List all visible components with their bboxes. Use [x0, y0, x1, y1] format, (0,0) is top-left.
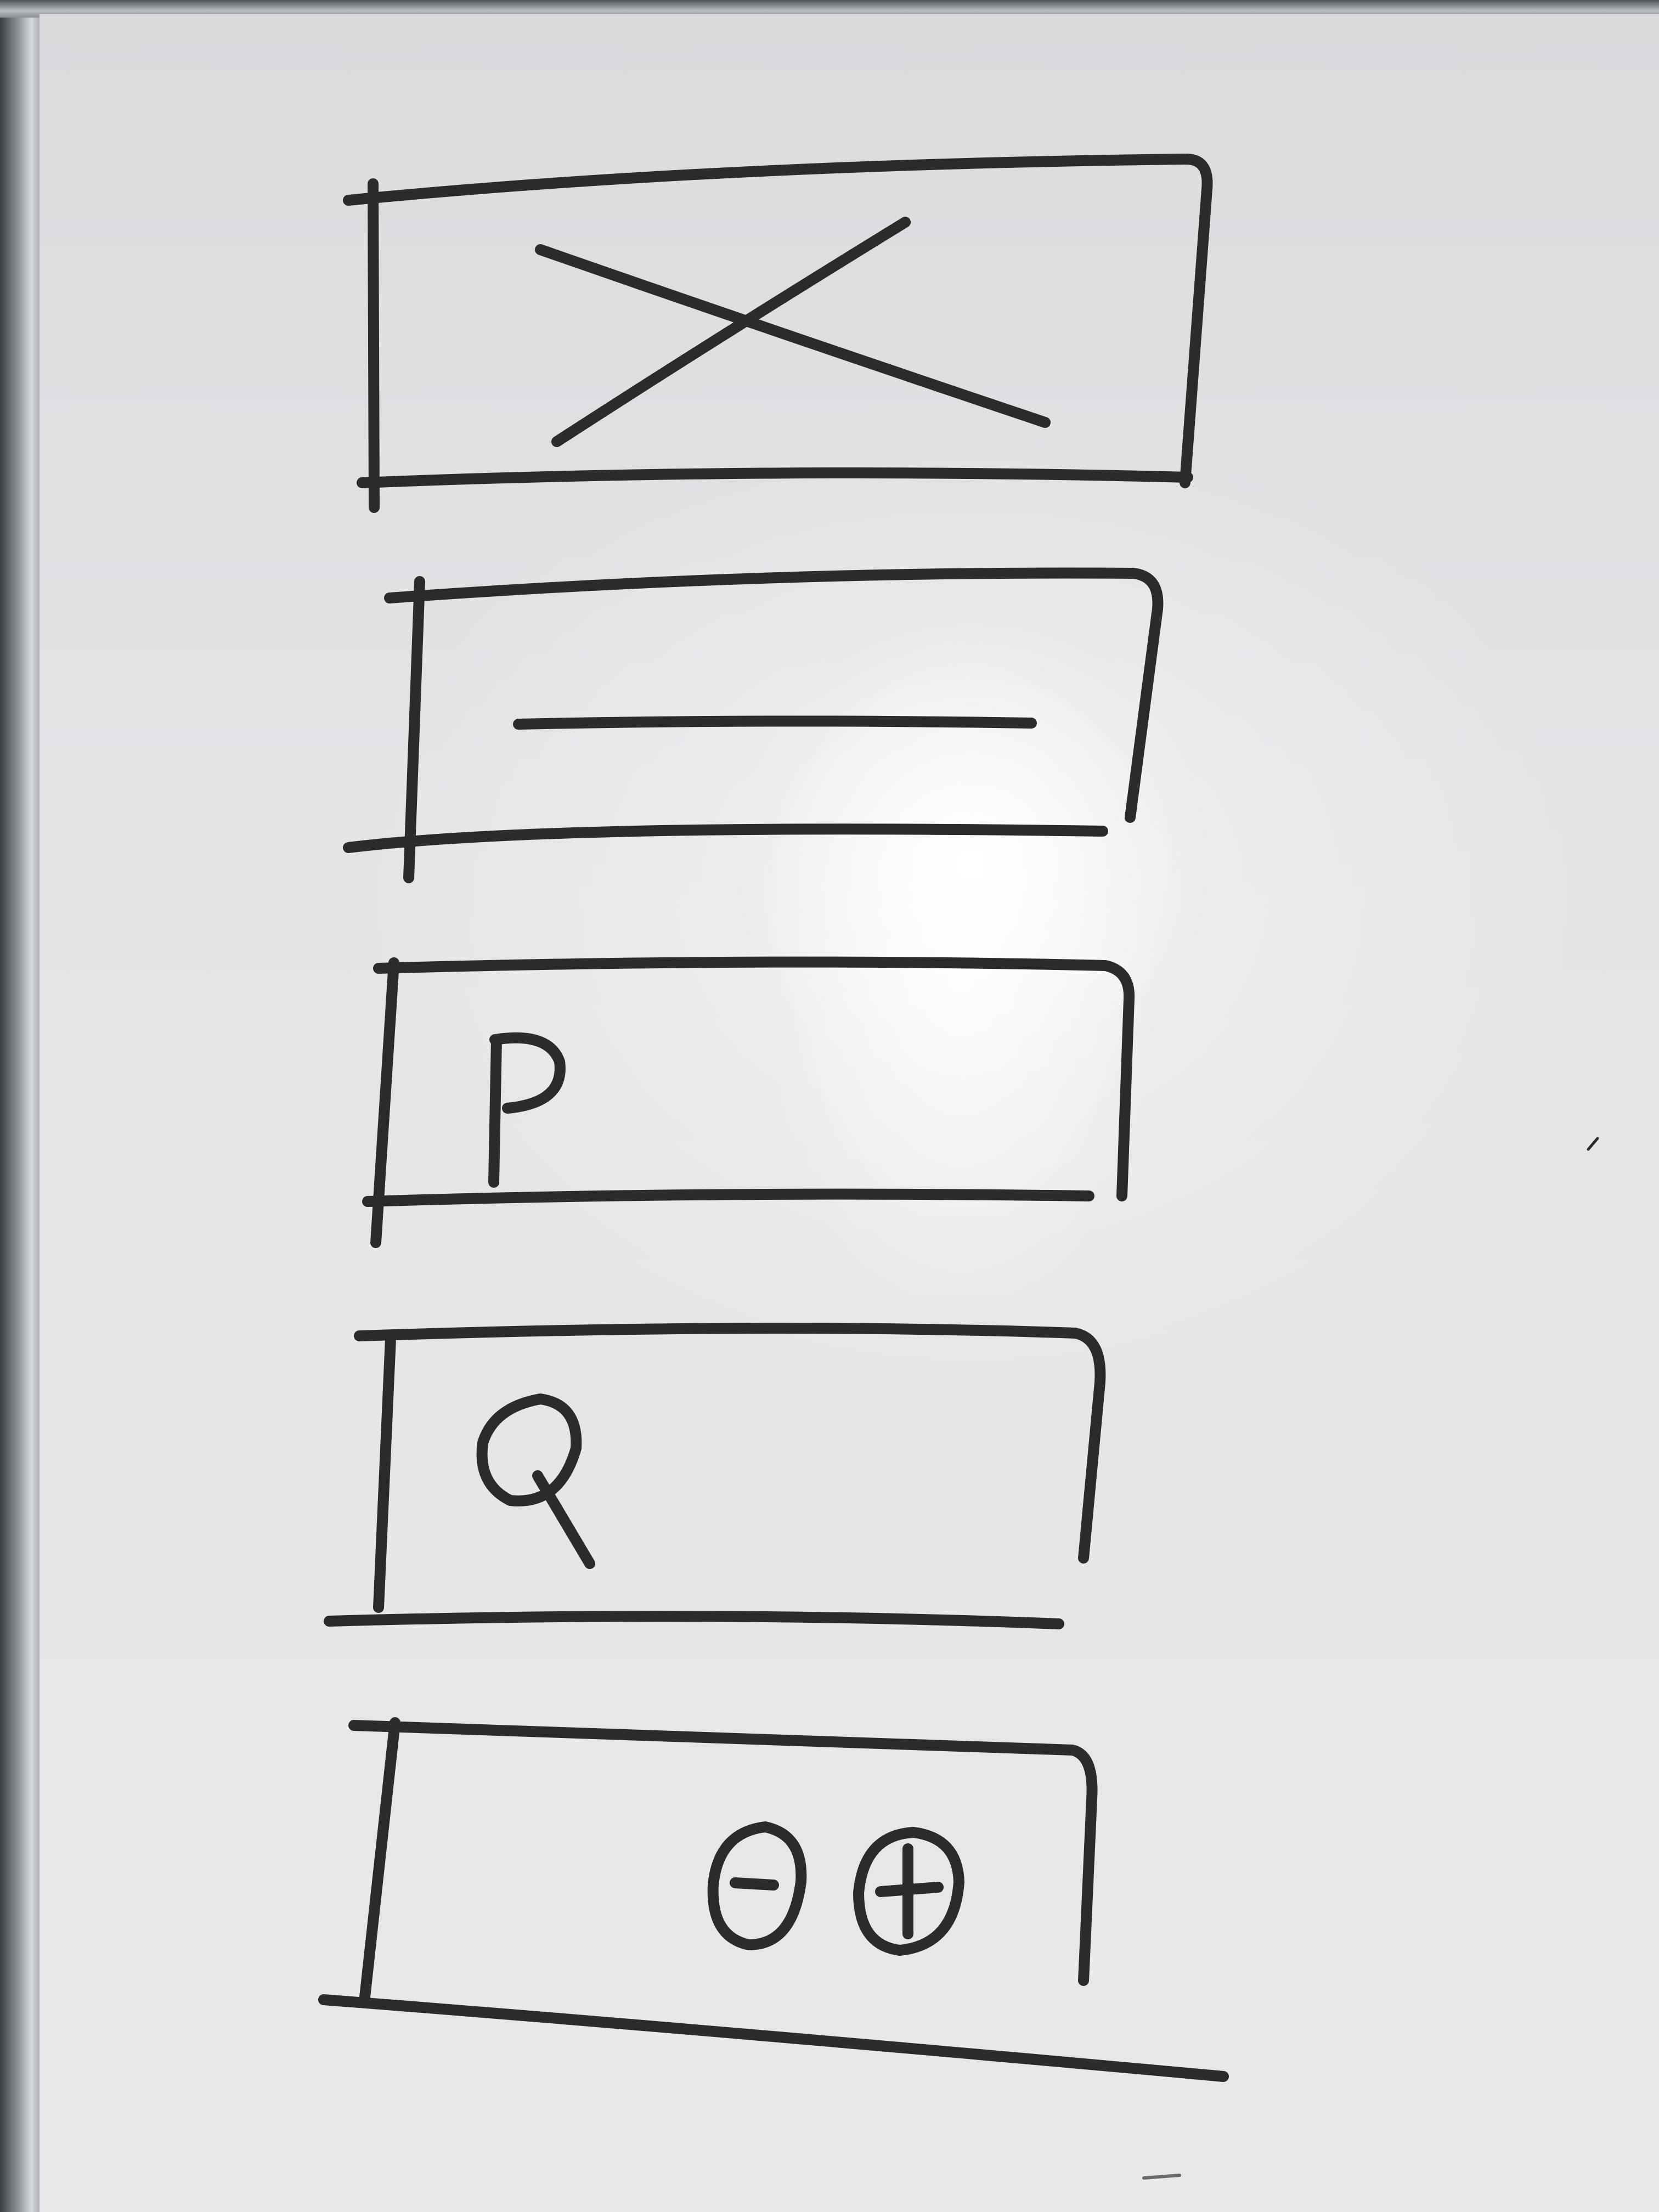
image-placeholder-box: [343, 154, 1213, 513]
whiteboard-frame-left: [0, 0, 45, 2212]
light-glare: [698, 590, 1246, 1084]
text-line-box: [343, 567, 1164, 883]
zoom-out-icon: [707, 1821, 807, 1950]
image-placeholder-icon: [535, 217, 1051, 447]
text-line-icon: [513, 715, 1037, 730]
letter-p-text: P: [483, 1031, 486, 1037]
search-icon: [476, 1393, 595, 1569]
zoom-controls-box: [318, 1717, 1229, 2082]
search-box: [324, 1323, 1106, 1629]
stray-mark: [1587, 1137, 1599, 1151]
letter-box: [362, 956, 1135, 1248]
letter-p-glyph: [488, 1032, 566, 1188]
whiteboard-surface: [40, 14, 1659, 2212]
stray-mark: [1142, 2174, 1181, 2180]
zoom-in-icon: [853, 1827, 964, 1956]
